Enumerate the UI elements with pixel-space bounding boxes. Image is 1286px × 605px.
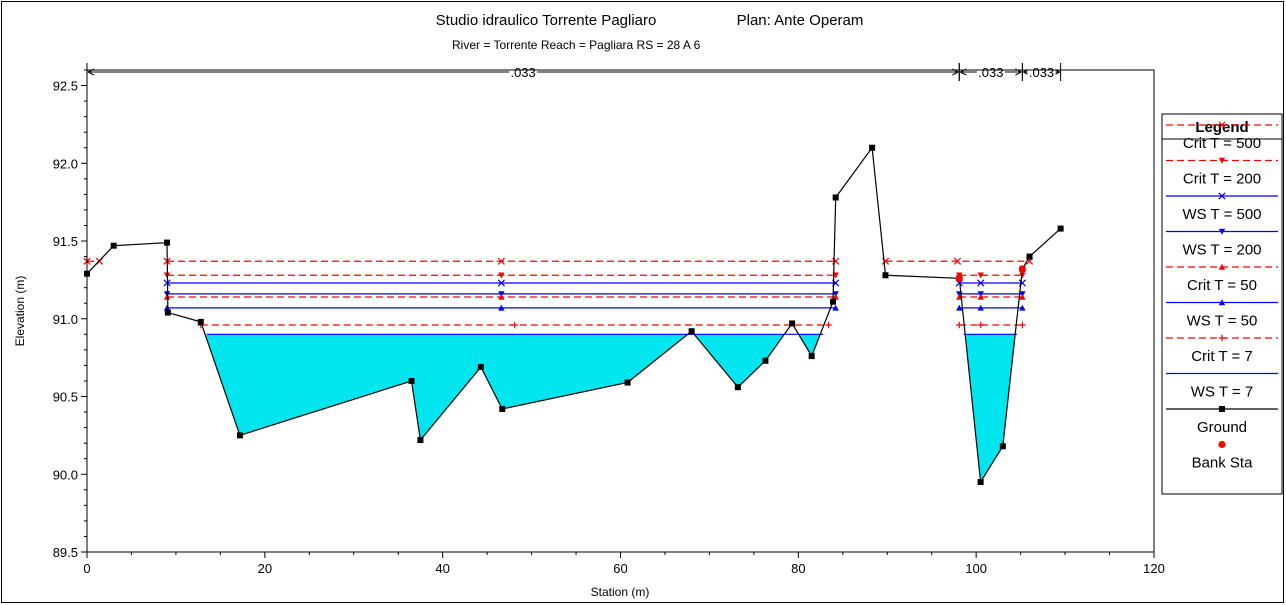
water-fill-region — [205, 334, 688, 440]
bank-station-group — [956, 265, 1026, 282]
ground-point — [882, 272, 888, 278]
ws-marker — [511, 322, 517, 328]
legend-label: WS T = 7 — [1191, 384, 1253, 401]
y-tick-label: 90.5 — [53, 390, 78, 405]
y-tick-label: 91.5 — [53, 234, 78, 249]
ground-point — [1058, 226, 1064, 232]
ground-point — [978, 479, 984, 485]
x-axis-ticks: 0 20 40 60 80 100 120 — [83, 552, 1164, 576]
x-tick-label: 60 — [613, 561, 627, 576]
ground-point — [417, 437, 423, 443]
ground-point — [789, 320, 795, 326]
ws-marker — [978, 322, 984, 328]
ground-point — [625, 380, 631, 386]
ground-point — [689, 328, 695, 334]
legend-title: Legend — [1195, 119, 1248, 136]
legend-label: Crit T = 50 — [1187, 277, 1257, 294]
y-tick-label: 92.5 — [53, 79, 78, 94]
chart-title: Studio idraulico Torrente Pagliaro — [436, 12, 657, 29]
legend-label: Crit T = 7 — [1191, 348, 1253, 365]
manning-n-label: .033 — [1029, 65, 1054, 80]
ground-point — [478, 364, 484, 370]
y-tick-label: 90.0 — [53, 467, 78, 482]
y-axis-ticks: 89.5 90.0 90.5 91.0 91.5 92.0 92.5 — [53, 70, 87, 560]
x-tick-label: 40 — [435, 561, 449, 576]
x-axis-label: Station (m) — [591, 585, 650, 599]
legend-label: Ground — [1197, 419, 1247, 436]
manning-n-annotations: .033 .033 .033 — [87, 63, 1061, 81]
y-tick-label: 92.0 — [53, 156, 78, 171]
ground-group — [84, 145, 1064, 485]
x-tick-label: 80 — [791, 561, 805, 576]
x-tick-label: 20 — [258, 561, 272, 576]
plot-area — [87, 70, 1154, 552]
ground-point — [409, 378, 415, 384]
chart-plan: Plan: Ante Operam — [737, 12, 864, 29]
ground-point — [165, 310, 171, 316]
manning-n-label: .033 — [510, 65, 535, 80]
ground-point — [111, 243, 117, 249]
legend-marker — [1218, 441, 1225, 448]
x-tick-label: 100 — [965, 561, 987, 576]
manning-n-label: .033 — [978, 65, 1003, 80]
legend-label: Crit T = 500 — [1183, 135, 1261, 152]
legend: Legend Crit T = 500 Crit T = 200 WS T = 50… — [1162, 114, 1282, 494]
legend-marker — [1219, 406, 1225, 412]
ground-point — [833, 194, 839, 200]
x-tick-label: 0 — [83, 561, 90, 576]
ws-marker — [956, 322, 962, 328]
ground-point — [735, 384, 741, 390]
bank-station-point — [1019, 265, 1026, 272]
ws-marker — [1019, 322, 1025, 328]
ground-point — [869, 145, 875, 151]
ground-point — [1000, 443, 1006, 449]
y-tick-label: 91.0 — [53, 312, 78, 327]
water-surface-group — [84, 258, 1033, 334]
x-tick-label: 120 — [1143, 561, 1165, 576]
ground-point — [237, 432, 243, 438]
ground-point — [198, 319, 204, 325]
chart-subtitle: River = Torrente Reach = Pagliara RS = 2… — [452, 38, 701, 52]
ground-point — [830, 299, 836, 305]
legend-label: Bank Sta — [1192, 455, 1254, 472]
ground-line — [87, 148, 1061, 482]
water-fill-region — [694, 334, 784, 387]
legend-label: WS T = 500 — [1182, 206, 1261, 223]
ws-marker — [825, 322, 831, 328]
legend-label: WS T = 50 — [1187, 313, 1258, 330]
ground-point — [164, 240, 170, 246]
legend-label: Crit T = 200 — [1183, 171, 1261, 188]
ground-point — [1027, 254, 1033, 260]
ground-point — [762, 358, 768, 364]
y-tick-label: 89.5 — [53, 545, 78, 560]
ground-point — [809, 353, 815, 359]
ground-point — [499, 406, 505, 412]
bank-station-point — [956, 275, 963, 282]
y-axis-label: Elevation (m) — [13, 276, 27, 347]
legend-label: WS T = 200 — [1182, 242, 1261, 259]
